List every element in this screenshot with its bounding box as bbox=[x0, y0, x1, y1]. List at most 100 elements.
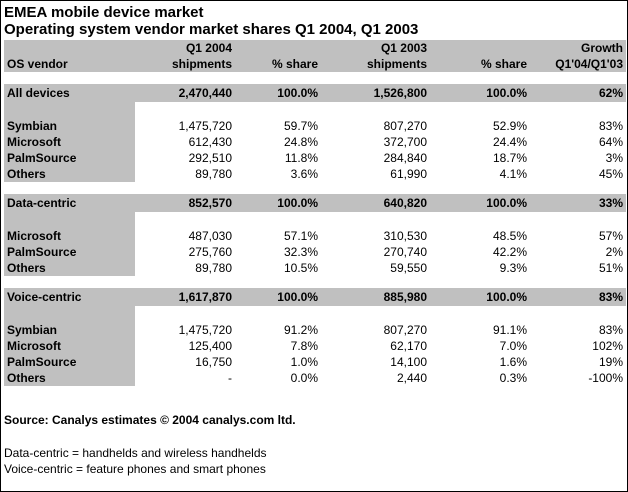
header-cell bbox=[4, 40, 135, 56]
vendor-cell: Data-centric bbox=[4, 194, 135, 212]
value-cell: 885,980 bbox=[321, 288, 430, 306]
value-cell: 102% bbox=[592, 339, 623, 353]
spacer-cell bbox=[321, 306, 430, 322]
value-cell: 11.8% bbox=[284, 151, 318, 165]
spacer-cell bbox=[530, 212, 626, 228]
spacer-cell bbox=[430, 276, 530, 288]
header-cell: % share bbox=[235, 56, 321, 72]
value-cell: 83% bbox=[530, 288, 626, 306]
spacer-cell bbox=[530, 306, 626, 322]
table-row: Others - 0.0% 2,440 0.3% -100% bbox=[4, 370, 626, 386]
vendor-cell: Microsoft bbox=[4, 134, 135, 150]
spacer-cell bbox=[430, 102, 530, 118]
value-cell: 270,740 bbox=[383, 245, 427, 259]
value-cell: 89,780 bbox=[195, 167, 232, 181]
value-cell: 1,475,720 bbox=[178, 119, 232, 133]
value-cell: 24.4% bbox=[492, 135, 527, 149]
value-cell: 24.8% bbox=[283, 135, 318, 149]
spacer-cell bbox=[321, 212, 430, 228]
value-cell: 16,750 bbox=[195, 355, 232, 369]
vendor-cell: Microsoft bbox=[4, 228, 135, 244]
value-cell: 612,430 bbox=[188, 135, 232, 149]
spacer-cell bbox=[135, 212, 235, 228]
header-row-2: OS vendor shipments % share shipments % … bbox=[4, 56, 626, 72]
value-cell: 100.0% bbox=[235, 84, 321, 102]
spacer-row bbox=[4, 276, 626, 288]
table-row: Microsoft 612,430 24.8% 372,700 24.4% 64% bbox=[4, 134, 626, 150]
value-cell: 1,617,870 bbox=[135, 288, 235, 306]
spacer-cell bbox=[135, 102, 235, 118]
value-cell: 275,760 bbox=[188, 245, 232, 259]
value-cell: 59,550 bbox=[390, 261, 427, 275]
spacer-cell bbox=[235, 212, 321, 228]
vendor-cell: Others bbox=[4, 260, 135, 276]
spacer-row bbox=[4, 182, 626, 194]
spacer-cell bbox=[321, 276, 430, 288]
value-cell: 62% bbox=[530, 84, 626, 102]
table-row: PalmSource 16,750 1.0% 14,100 1.6% 19% bbox=[4, 354, 626, 370]
vendor-cell: Symbian bbox=[4, 118, 135, 134]
value-cell: 100.0% bbox=[430, 288, 530, 306]
header-cell: Q1 2004 bbox=[135, 40, 235, 56]
spacer-cell bbox=[530, 72, 626, 84]
header-cell: shipments bbox=[135, 56, 235, 72]
value-cell: 1.6% bbox=[499, 355, 527, 369]
value-cell: 32.3% bbox=[283, 245, 318, 259]
value-cell: 48.5% bbox=[492, 229, 527, 243]
value-cell: 310,530 bbox=[383, 229, 427, 243]
value-cell: 83% bbox=[598, 119, 623, 133]
header-cell bbox=[430, 40, 530, 56]
value-cell: 59.7% bbox=[283, 119, 318, 133]
value-cell: - bbox=[228, 371, 232, 385]
table-row: PalmSource 275,760 32.3% 270,740 42.2% 2% bbox=[4, 244, 626, 260]
value-cell: 33% bbox=[530, 194, 626, 212]
value-cell: 4.1% bbox=[499, 167, 527, 181]
value-cell: 7.0% bbox=[499, 339, 527, 353]
spacer-row bbox=[4, 306, 626, 322]
spacer-cell bbox=[135, 182, 235, 194]
value-cell: 2% bbox=[605, 245, 623, 259]
spacer-cell bbox=[430, 72, 530, 84]
header-row-1: Q1 2004 Q1 2003 Growth bbox=[4, 40, 626, 56]
spacer-cell bbox=[135, 72, 235, 84]
report-subtitle: Operating system vendor market shares Q1… bbox=[4, 21, 419, 38]
vendor-cell: Voice-centric bbox=[4, 288, 135, 306]
value-cell: 1,475,720 bbox=[178, 323, 232, 337]
value-cell: 1.0% bbox=[290, 355, 318, 369]
table-row: Microsoft 487,030 57.1% 310,530 48.5% 57% bbox=[4, 228, 626, 244]
value-cell: 57.1% bbox=[283, 229, 318, 243]
value-cell: 83% bbox=[598, 323, 623, 337]
spacer-row bbox=[4, 102, 626, 118]
header-cell: Q1'04/Q1'03 bbox=[530, 56, 626, 72]
spacer-cell bbox=[321, 102, 430, 118]
spacer-cell bbox=[235, 182, 321, 194]
table-row: Others 89,780 10.5% 59,550 9.3% 51% bbox=[4, 260, 626, 276]
spacer-cell bbox=[235, 72, 321, 84]
value-cell: 91.2% bbox=[283, 323, 318, 337]
header-cell: % share bbox=[430, 56, 530, 72]
value-cell: 7.8% bbox=[290, 339, 318, 353]
table-row: Symbian 1,475,720 59.7% 807,270 52.9% 83% bbox=[4, 118, 626, 134]
value-cell: 45% bbox=[598, 167, 623, 181]
value-cell: 3.6% bbox=[290, 167, 318, 181]
footnote-voice-centric: Voice-centric = feature phones and smart… bbox=[4, 462, 266, 476]
value-cell: 3% bbox=[605, 151, 623, 165]
table-row: Others 89,780 3.6% 61,990 4.1% 45% bbox=[4, 166, 626, 182]
value-cell: 292,510 bbox=[188, 151, 232, 165]
section-total-row: All devices 2,470,440 100.0% 1,526,800 100.0… bbox=[4, 84, 626, 102]
value-cell: 51% bbox=[598, 261, 623, 275]
vendor-cell: Symbian bbox=[4, 322, 135, 338]
spacer-cell bbox=[530, 102, 626, 118]
value-cell: 100.0% bbox=[430, 84, 530, 102]
vendor-cell: Others bbox=[4, 166, 135, 182]
header-cell: OS vendor bbox=[4, 56, 135, 72]
value-cell: 372,700 bbox=[383, 135, 427, 149]
vendor-cell: PalmSource bbox=[4, 150, 135, 166]
value-cell: -100% bbox=[588, 371, 623, 385]
value-cell: 852,570 bbox=[135, 194, 235, 212]
spacer-cell bbox=[4, 212, 135, 228]
value-cell: 61,990 bbox=[390, 167, 427, 181]
value-cell: 91.1% bbox=[492, 323, 527, 337]
spacer-cell bbox=[4, 182, 135, 194]
